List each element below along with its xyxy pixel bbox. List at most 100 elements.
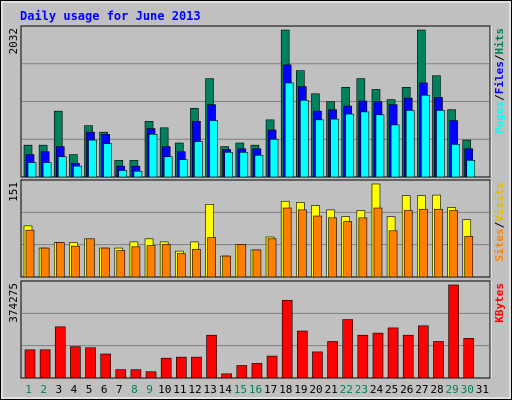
bars (23, 29, 476, 379)
bar-sites (328, 217, 337, 278)
bar-kbytes (145, 371, 157, 379)
day-label: 11 (173, 383, 186, 396)
day-label: 5 (86, 383, 93, 396)
bar-pages (103, 143, 112, 178)
bar-pages (284, 82, 294, 178)
bar-kbytes (100, 353, 111, 379)
bar-pages (254, 154, 264, 178)
day-label: 13 (203, 383, 216, 396)
day-label: 18 (279, 383, 292, 396)
bar-kbytes (39, 349, 51, 379)
day-label: 2 (40, 383, 47, 396)
day-label: 10 (158, 383, 171, 396)
day-label: 30 (461, 383, 474, 396)
day-label: 21 (325, 383, 338, 396)
bar-pages (209, 120, 218, 178)
bar-sites (40, 247, 50, 278)
day-label: 17 (264, 383, 277, 396)
bar-sites (449, 210, 458, 278)
bar-kbytes (130, 369, 142, 379)
bar-pages (421, 94, 430, 178)
bar-kbytes (433, 341, 444, 379)
bar-kbytes (175, 356, 187, 379)
bar-pages (466, 160, 476, 178)
day-label: 31 (476, 383, 489, 396)
bar-pages (133, 170, 143, 178)
bar-kbytes (297, 330, 308, 379)
bar-sites (237, 244, 247, 278)
bar-sites (116, 250, 126, 278)
bar-sites (86, 238, 95, 278)
bar-pages (178, 159, 188, 178)
legend-0: Pages/Files/Hits (493, 28, 506, 134)
bar-kbytes (327, 341, 338, 379)
bar-pages (315, 119, 324, 178)
bar-kbytes (463, 338, 475, 379)
legend-sites: Sites (493, 228, 506, 261)
chart-title: Daily usage for June 2013 (20, 9, 201, 23)
bar-kbytes (342, 319, 354, 379)
legend-pages: Pages (493, 101, 506, 134)
day-label: 23 (355, 383, 368, 396)
bar-sites (419, 208, 428, 278)
day-label: 20 (309, 383, 322, 396)
bar-pages (224, 152, 233, 178)
legend-1: Sites/Visits (493, 182, 506, 262)
bar-sites (146, 245, 156, 278)
bar-kbytes (266, 355, 278, 379)
bar-pages (360, 111, 370, 178)
bar-sites (313, 215, 322, 278)
legends: Pages/Files/Hits Sites/Visits KBytes (493, 28, 506, 323)
day-label: 27 (415, 383, 428, 396)
day-label: 14 (219, 383, 233, 396)
bar-pages (148, 134, 158, 178)
bar-pages (163, 156, 173, 178)
bar-sites (388, 230, 398, 278)
ymax-label-1: 151 (7, 182, 20, 202)
legend-sep: / (493, 94, 506, 101)
bar-pages (73, 165, 82, 178)
bar-sites (343, 221, 353, 278)
bar-pages (300, 100, 309, 178)
bar-sites (101, 247, 110, 278)
day-label: 12 (188, 383, 201, 396)
bar-kbytes (85, 347, 96, 379)
bar-sites (373, 207, 383, 278)
bar-kbytes (221, 373, 232, 379)
day-labels: 1 2 3 4 5 6 7 8 9 10 11 12 13 14 15 16 17 18 19 20 21 22 23 24 2… (25, 383, 489, 396)
bar-sites (161, 244, 171, 278)
legend-sep: / (493, 54, 506, 61)
day-label: 9 (146, 383, 153, 396)
bar-pages (88, 139, 97, 178)
bar-sites (222, 255, 231, 278)
legend-hits: Hits (493, 28, 506, 55)
ymax-label-2: 374275 (7, 283, 20, 323)
bar-sites (192, 248, 201, 278)
bar-pages (194, 141, 203, 178)
day-label: 15 (234, 383, 247, 396)
day-label: 29 (446, 383, 459, 396)
axis-labels: 2032 151 374275 (7, 28, 20, 323)
day-label: 7 (116, 383, 123, 396)
day-label: 8 (131, 383, 138, 396)
day-label: 4 (71, 383, 78, 396)
legend-kbytes: KBytes (493, 283, 506, 323)
bar-kbytes (251, 363, 263, 379)
bar-sites (464, 236, 474, 278)
bar-sites (267, 238, 277, 278)
bar-pages (239, 152, 249, 178)
bar-pages (375, 114, 385, 178)
bar-sites (71, 245, 80, 278)
bar-kbytes (206, 334, 217, 379)
day-label: 28 (430, 383, 443, 396)
bar-pages (118, 170, 128, 178)
bar-pages (436, 110, 445, 178)
bar-kbytes (372, 332, 384, 379)
bar-pages (451, 144, 460, 178)
ymax-label-0: 2032 (7, 28, 20, 55)
bar-kbytes (402, 334, 414, 379)
day-label: 6 (101, 383, 108, 396)
bar-kbytes (448, 284, 459, 379)
bar-kbytes (236, 365, 248, 379)
